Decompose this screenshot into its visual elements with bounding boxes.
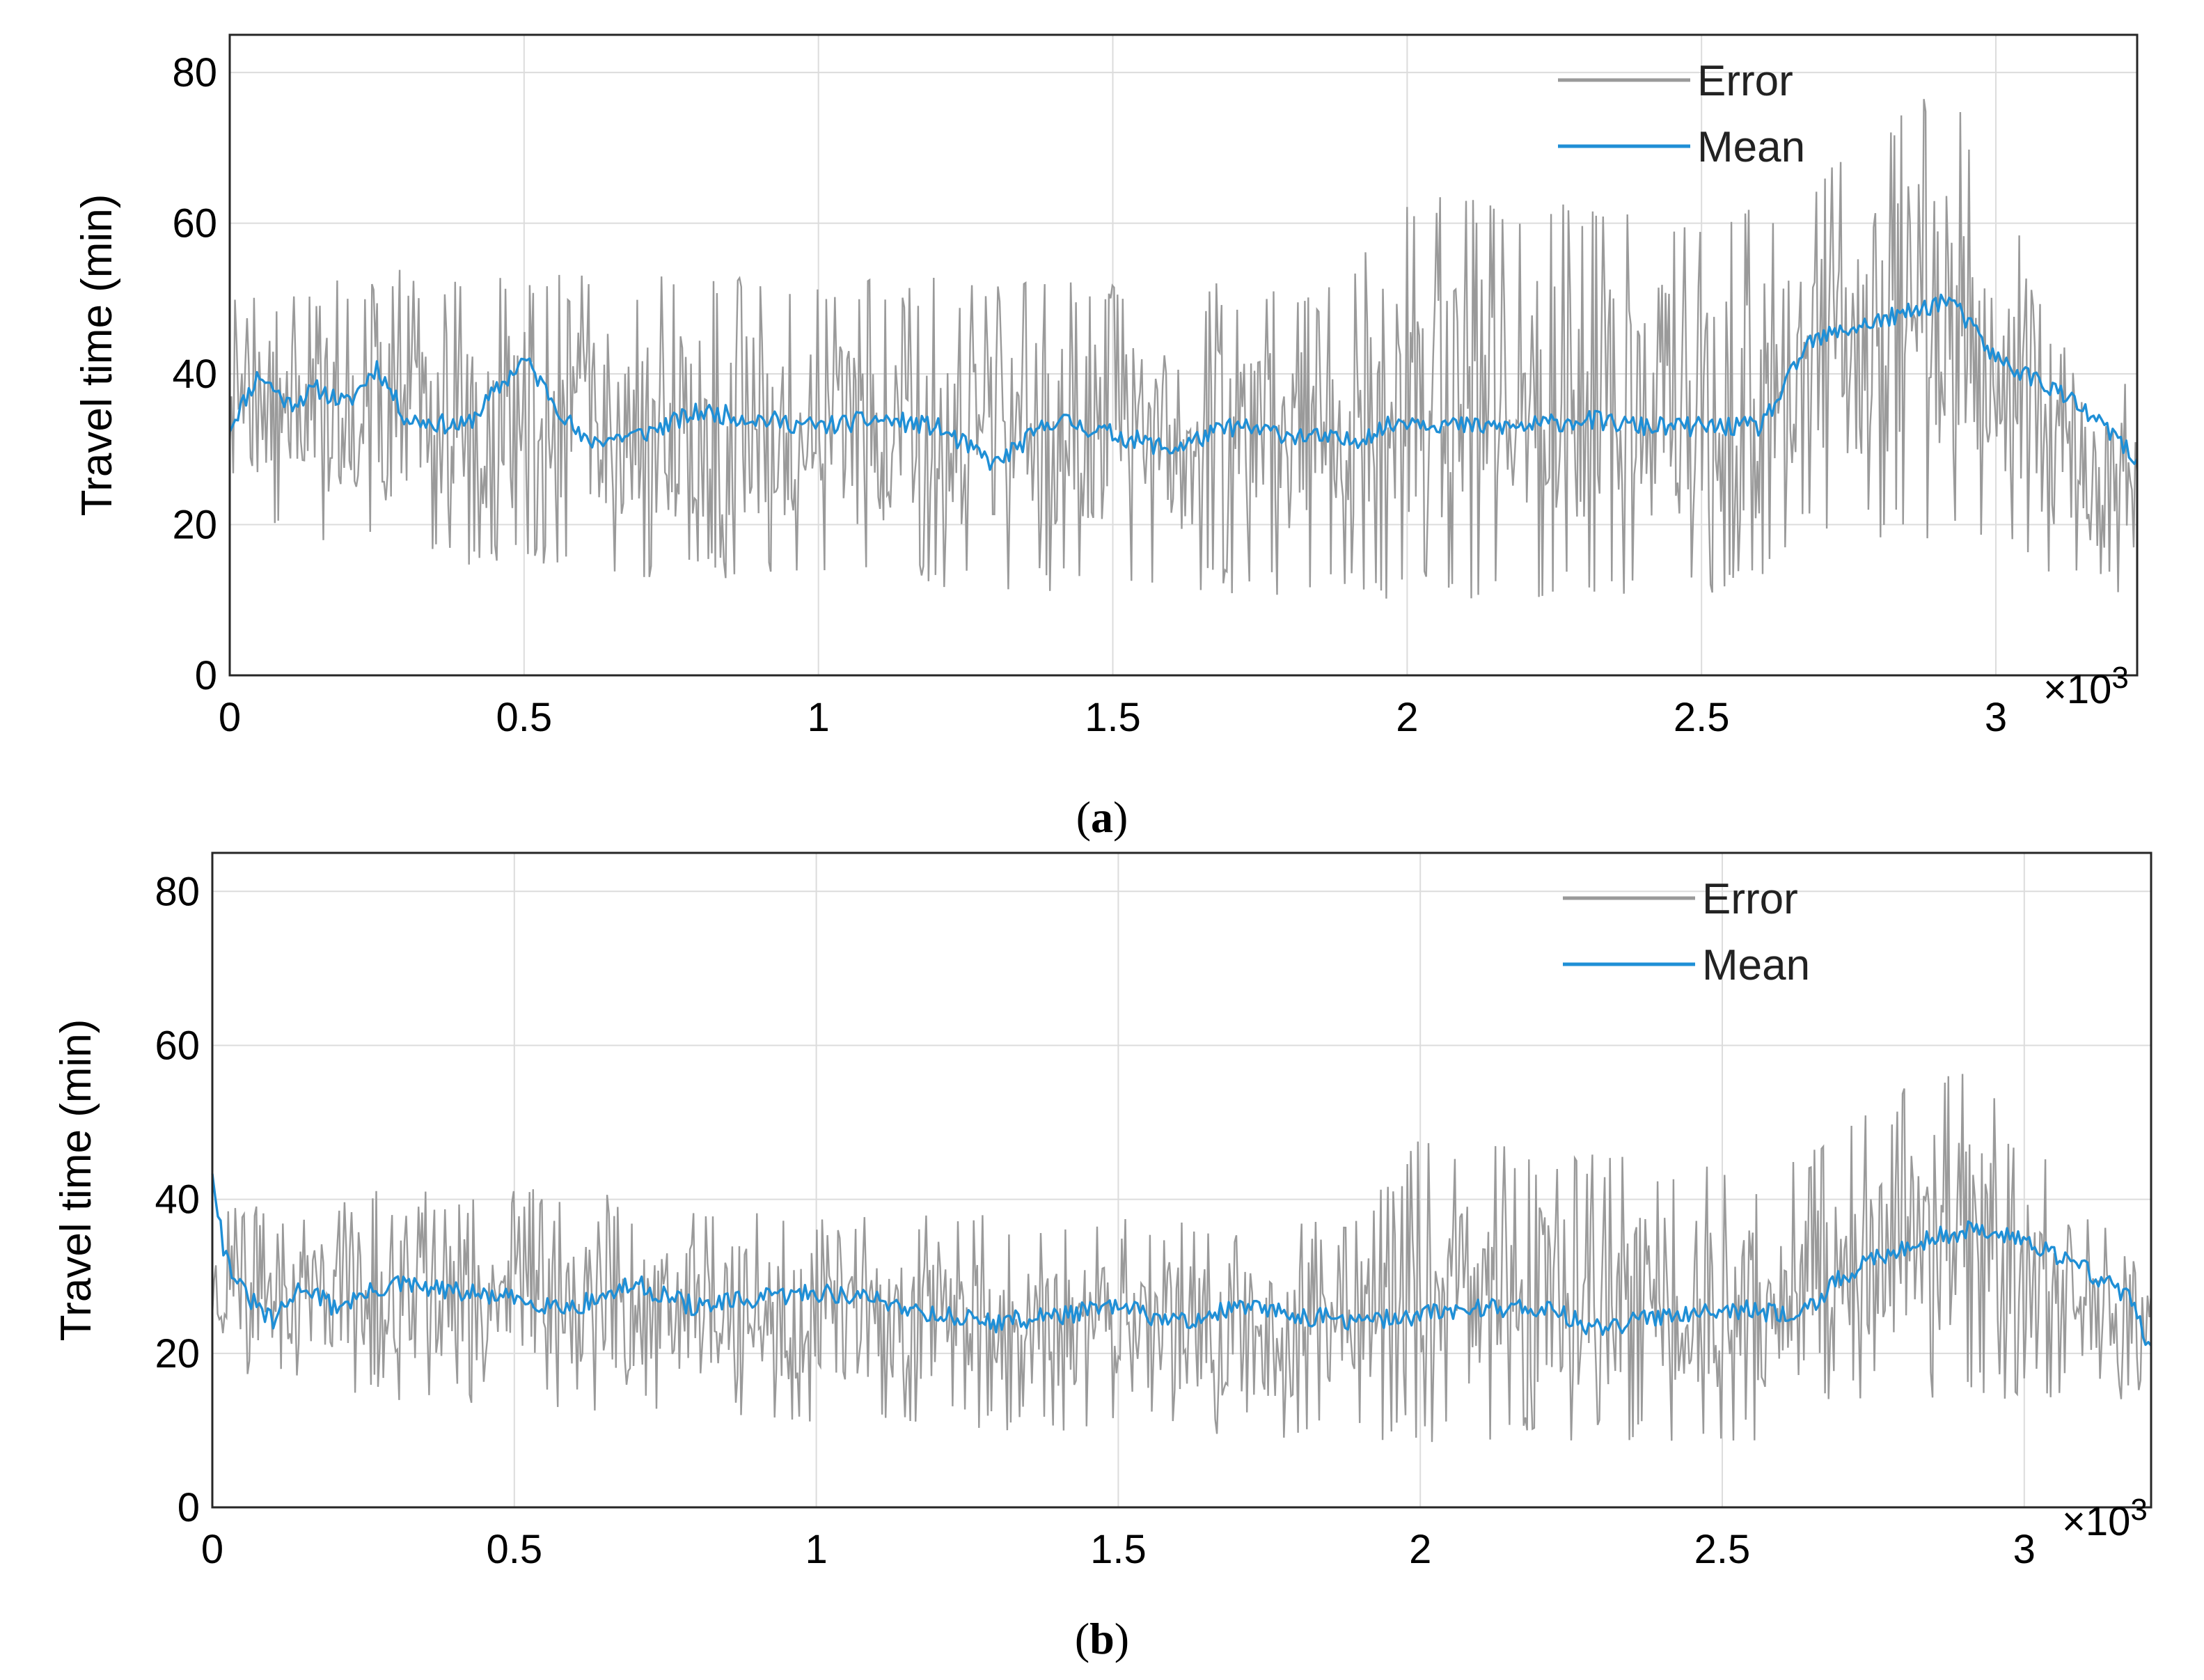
panel-b-x-multiplier-exponent: 3 (2130, 1493, 2147, 1527)
panel-b-axes-box (211, 851, 2152, 1509)
panel-b-y-tick-label: 20 (155, 1331, 200, 1376)
panel-a-x-tick-label: 3 (1985, 695, 2007, 740)
panel-a-caption: (a) (1076, 792, 1128, 842)
panel-a-x-tick-label: 2.5 (1674, 695, 1730, 740)
panel-b-mean-series (211, 1173, 2152, 1347)
panel-b-x-tick-label: 0 (201, 1527, 223, 1572)
panel-b-error-line (211, 1074, 2152, 1443)
panel-a-mean-line (228, 293, 2139, 471)
panel-a-legend: Error Mean (1558, 57, 1805, 171)
panel-b-background (212, 853, 2151, 1507)
panel-b-x-tick-label: 1.5 (1090, 1527, 1147, 1572)
panel-a-x-tick-label: 0.5 (496, 695, 553, 740)
panel-a-error-series (228, 99, 2139, 599)
panel-b: 0 20 40 60 80 0 0.5 1 1.5 2 2.5 3 Travel time (min… (52, 851, 2152, 1663)
panel-b-x-tick-label: 2.5 (1694, 1527, 1751, 1572)
panel-b-y-tick-label: 40 (155, 1177, 200, 1223)
panel-a-x-tick-label: 1 (808, 695, 830, 740)
panel-a-y-tick-label: 0 (195, 653, 217, 698)
panel-a-x-tick-label: 1.5 (1085, 695, 1141, 740)
panel-a-y-axis-label: Travel time (min) (73, 194, 121, 517)
panel-a: 0 20 40 60 80 0 0.5 1 1.5 2 2.5 3 Travel time (min… (73, 33, 2139, 842)
panel-a-y-ticks: 0 20 40 60 80 (172, 50, 217, 698)
panel-a-x-multiplier: ×103 (2043, 661, 2129, 712)
panel-a-x-tick-label: 2 (1396, 695, 1418, 740)
panel-a-y-tick-label: 40 (172, 352, 217, 397)
panel-a-mean-series (228, 293, 2139, 471)
panel-a-error-line (228, 99, 2139, 599)
panel-a-axes-box (228, 33, 2139, 677)
panel-b-legend-error-label: Error (1702, 875, 1798, 923)
panel-b-y-axis-label: Travel time (min) (52, 1019, 100, 1342)
panel-a-y-tick-label: 20 (172, 503, 217, 548)
panel-b-x-tick-label: 0.5 (486, 1527, 542, 1572)
panel-b-y-tick-label: 80 (155, 869, 200, 914)
panel-a-legend-error-label: Error (1697, 57, 1793, 105)
panel-a-y-tick-label: 60 (172, 201, 217, 246)
panel-b-y-ticks: 0 20 40 60 80 (155, 869, 200, 1530)
panel-b-legend-mean-label: Mean (1702, 941, 1810, 989)
panel-b-x-tick-label: 2 (1409, 1527, 1431, 1572)
panel-b-legend: Error Mean (1563, 875, 1810, 989)
panel-a-y-tick-label: 80 (172, 50, 217, 95)
panel-b-y-tick-label: 0 (178, 1485, 200, 1530)
panel-b-x-tick-label: 3 (2013, 1527, 2036, 1572)
panel-b-y-tick-label: 60 (155, 1023, 200, 1068)
panel-a-x-tick-label: 0 (219, 695, 241, 740)
panel-b-error-series (211, 1074, 2152, 1443)
panel-b-x-ticks: 0 0.5 1 1.5 2 2.5 3 (201, 1527, 2036, 1572)
panel-b-grid (212, 853, 2151, 1507)
panel-b-x-tick-label: 1 (805, 1527, 827, 1572)
panel-a-legend-mean-label: Mean (1697, 123, 1805, 171)
panel-a-x-ticks: 0 0.5 1 1.5 2 2.5 3 (219, 695, 2007, 740)
panel-a-x-multiplier-exponent: 3 (2111, 661, 2128, 695)
panel-b-mean-line (211, 1173, 2152, 1347)
panel-b-x-multiplier: ×103 (2062, 1493, 2148, 1544)
panel-b-caption: (b) (1075, 1614, 1129, 1663)
